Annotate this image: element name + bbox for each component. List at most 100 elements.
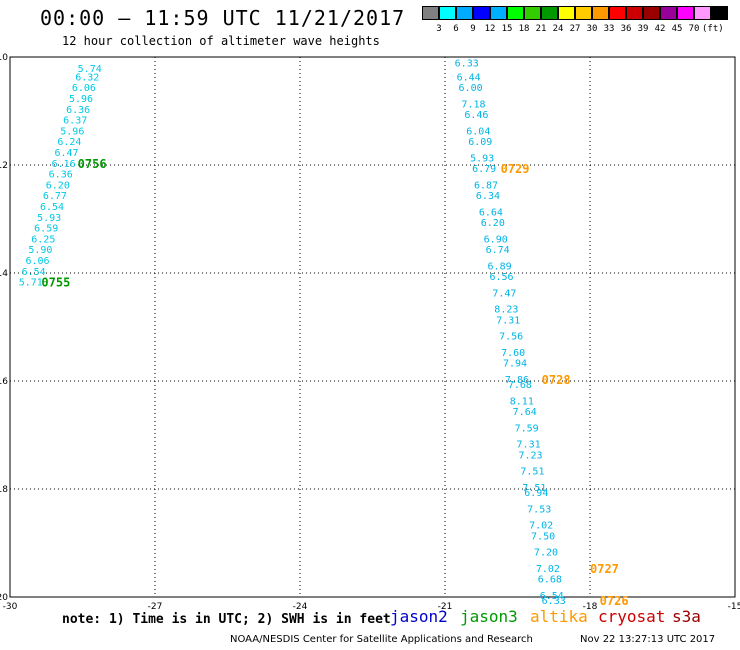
colorbar-swatch bbox=[626, 6, 643, 20]
pass-time-label: 0726 bbox=[600, 594, 629, 608]
wave-height-value: 6.24 bbox=[57, 137, 81, 148]
wave-height-value: 6.33 bbox=[455, 58, 479, 69]
footer-timestamp: Nov 22 13:27:13 UTC 2017 bbox=[580, 634, 716, 645]
wave-height-value: 6.90 bbox=[484, 234, 508, 245]
wave-height-value: 6.25 bbox=[31, 234, 55, 245]
colorbar-swatch bbox=[660, 6, 677, 20]
chart-title: 00:00 — 11:59 UTC 11/21/2017 bbox=[40, 6, 406, 30]
colorbar-swatch bbox=[558, 6, 575, 20]
wave-height-value: 6.68 bbox=[538, 575, 562, 586]
wave-height-value: 7.02 bbox=[529, 521, 553, 532]
colorbar-label: 3 bbox=[436, 24, 442, 34]
pass-time-label: 0728 bbox=[542, 373, 571, 387]
colorbar-label: 21 bbox=[535, 24, 547, 34]
wave-height-value: 7.23 bbox=[518, 450, 542, 461]
wave-height-value: 5.96 bbox=[69, 94, 93, 105]
wave-height-value: 6.20 bbox=[481, 218, 505, 229]
x-tick-label: -15 bbox=[728, 602, 740, 612]
wave-height-value: 7.51 bbox=[522, 483, 546, 494]
colorbar-label: 30 bbox=[586, 24, 598, 34]
wave-height-value: 6.87 bbox=[474, 180, 498, 191]
wave-height-value: 6.47 bbox=[54, 148, 78, 159]
x-tick-label: -27 bbox=[148, 602, 163, 612]
wave-height-value: 6.56 bbox=[489, 272, 513, 283]
wave-height-value: 7.50 bbox=[531, 531, 555, 542]
wave-height-value: 6.77 bbox=[43, 191, 67, 202]
wave-height-value: 7.51 bbox=[520, 467, 544, 478]
satellite-label-cryosat: cryosat bbox=[598, 607, 666, 626]
wave-height-value: 5.93 bbox=[470, 153, 494, 164]
wave-height-value: 7.31 bbox=[517, 440, 541, 451]
pass-time-label: 0729 bbox=[501, 162, 530, 176]
colorbar-swatch bbox=[524, 6, 541, 20]
wave-height-value: 5.90 bbox=[28, 245, 52, 256]
wave-height-value: 7.86 bbox=[505, 375, 529, 386]
wave-height-value: 6.04 bbox=[466, 126, 490, 137]
wave-height-value: 6.54 bbox=[22, 267, 46, 278]
colorbar-label: 42 bbox=[654, 24, 666, 34]
wave-height-value: 5.71 bbox=[19, 278, 43, 289]
wave-height-value: 6.32 bbox=[75, 72, 99, 83]
colorbar-label: 24 bbox=[552, 24, 564, 34]
y-tick-label: -16 bbox=[0, 377, 8, 387]
wave-height-value: 7.60 bbox=[501, 348, 525, 359]
colorbar-label: 15 bbox=[501, 24, 513, 34]
wave-height-value: 7.56 bbox=[499, 332, 523, 343]
colorbar-label: 45 bbox=[671, 24, 683, 34]
colorbar-label: 39 bbox=[637, 24, 649, 34]
colorbar-label: 36 bbox=[620, 24, 632, 34]
wave-height-value: 6.37 bbox=[63, 116, 87, 127]
wave-height-value: 6.36 bbox=[49, 170, 73, 181]
satellite-label-jason2: jason2 bbox=[390, 607, 448, 626]
x-tick-label: -18 bbox=[583, 602, 598, 612]
pass-time-label: 0755 bbox=[41, 276, 70, 290]
colorbar-swatch bbox=[643, 6, 660, 20]
wave-height-value: 6.16 bbox=[52, 159, 76, 170]
wave-height-value: 6.00 bbox=[459, 83, 483, 94]
wave-height-value: 7.47 bbox=[492, 288, 516, 299]
wave-height-value: 7.64 bbox=[513, 407, 537, 418]
wave-height-value: 5.96 bbox=[60, 126, 84, 137]
colorbar-label: 6 bbox=[453, 24, 459, 34]
footer-credit: NOAA/NESDIS Center for Satellite Applica… bbox=[230, 634, 533, 645]
wave-height-value: 6.94 bbox=[524, 488, 548, 499]
wave-height-value: 7.53 bbox=[527, 504, 551, 515]
colorbar-label: 27 bbox=[569, 24, 581, 34]
wave-height-value: 6.09 bbox=[468, 137, 492, 148]
wave-height-value: 7.94 bbox=[503, 359, 527, 370]
wave-height-value: 6.46 bbox=[464, 110, 488, 121]
colorbar-label: 18 bbox=[518, 24, 530, 34]
wave-height-value: 8.11 bbox=[510, 396, 534, 407]
x-tick-label: -30 bbox=[3, 602, 18, 612]
y-tick-label: -18 bbox=[0, 485, 8, 495]
y-tick-label: -12 bbox=[0, 161, 8, 171]
pass-time-label: 0727 bbox=[590, 562, 619, 576]
wave-height-value: 7.18 bbox=[461, 99, 485, 110]
colorbar-swatch bbox=[677, 6, 694, 20]
wave-height-value: 6.59 bbox=[34, 224, 58, 235]
colorbar-swatch bbox=[541, 6, 558, 20]
wave-height-value: 6.64 bbox=[479, 207, 503, 218]
wave-height-value: 6.33 bbox=[542, 596, 566, 607]
wave-height-value: 6.79 bbox=[472, 164, 496, 175]
colorbar-swatch bbox=[507, 6, 524, 20]
wave-height-value: 7.68 bbox=[508, 380, 532, 391]
wave-height-value: 6.54 bbox=[40, 202, 64, 213]
wave-height-value: 6.34 bbox=[476, 191, 500, 202]
x-tick-label: -21 bbox=[438, 602, 453, 612]
colorbar-label: 12 bbox=[484, 24, 496, 34]
satellite-label-s3a: s3a bbox=[672, 607, 701, 626]
colorbar-swatch bbox=[694, 6, 711, 20]
colorbar-swatch bbox=[711, 6, 728, 20]
wave-height-value: 8.23 bbox=[494, 305, 518, 316]
pass-time-label: 0756 bbox=[78, 157, 107, 171]
colorbar-swatch bbox=[490, 6, 507, 20]
y-tick-label: -14 bbox=[0, 269, 8, 279]
note-text: note: 1) Time is in UTC; 2) SWH is in fe… bbox=[62, 612, 391, 627]
wave-height-value: 6.44 bbox=[457, 72, 481, 83]
colorbar-swatch bbox=[456, 6, 473, 20]
colorbar-swatch bbox=[609, 6, 626, 20]
wave-height-value: 6.89 bbox=[488, 261, 512, 272]
colorbar-swatch bbox=[575, 6, 592, 20]
